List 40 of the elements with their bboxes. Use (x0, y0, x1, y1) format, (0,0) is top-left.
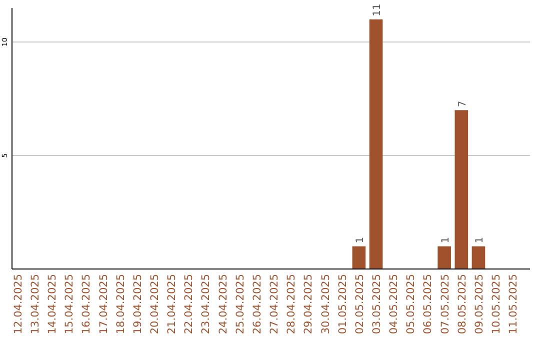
x-tick-label: 24.04.2025 (217, 274, 230, 334)
x-tick-label: 01.05.2025 (336, 274, 349, 334)
data-label: 11 (372, 4, 384, 16)
x-tick-label: 06.05.2025 (422, 274, 434, 334)
x-tick-label: 19.04.2025 (132, 274, 144, 334)
x-tick-label: 20.04.2025 (148, 274, 161, 334)
x-tick-label: 02.05.2025 (354, 274, 366, 334)
x-tick-label: 25.04.2025 (234, 274, 246, 334)
x-tick-label: 04.05.2025 (388, 274, 400, 334)
x-tick-label: 30.04.2025 (320, 274, 332, 334)
x-tick-label: 26.04.2025 (251, 274, 264, 334)
x-tick-label: 11.05.2025 (508, 274, 520, 334)
bar (454, 110, 468, 269)
bar (352, 246, 366, 269)
x-tick-label: 09.05.2025 (473, 274, 486, 334)
x-tick-label: 15.04.2025 (64, 274, 76, 334)
x-tick-label: 05.05.2025 (405, 274, 418, 334)
x-tick-label: 22.04.2025 (183, 274, 196, 334)
data-label: 1 (474, 236, 486, 244)
x-tick-label: 08.05.2025 (456, 274, 468, 334)
x-tick-label: 03.05.2025 (371, 274, 384, 334)
x-tick-label: 23.04.2025 (200, 274, 212, 334)
data-label: 7 (457, 100, 468, 108)
x-tick-label: 14.04.2025 (46, 274, 59, 334)
x-tick-label: 12.04.2025 (12, 274, 24, 334)
x-tick-label: 07.05.2025 (439, 274, 452, 334)
x-tick-label: 18.04.2025 (114, 274, 127, 334)
x-tick-label: 21.04.2025 (166, 274, 178, 334)
bar (472, 246, 486, 269)
x-tick-label: 29.04.2025 (302, 274, 315, 334)
bar (369, 19, 383, 269)
x-tick-label: 16.04.2025 (80, 274, 93, 334)
x-tick-label: 13.04.2025 (29, 274, 42, 334)
data-label: 1 (354, 236, 366, 244)
x-tick-label: 28.04.2025 (286, 274, 298, 334)
x-tick-label: 10.05.2025 (490, 274, 503, 334)
x-tick-label: 27.04.2025 (268, 274, 281, 334)
data-label: 1 (440, 236, 452, 244)
x-tick-label: 17.04.2025 (98, 274, 110, 334)
bar (438, 246, 451, 269)
